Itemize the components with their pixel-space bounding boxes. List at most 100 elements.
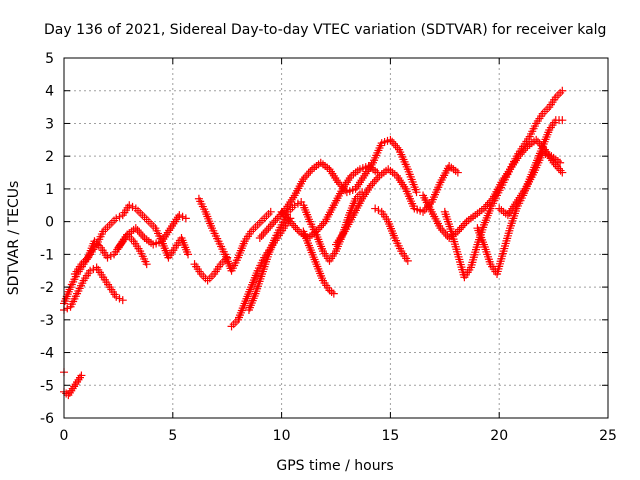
data-point — [457, 223, 466, 232]
data-point — [554, 164, 563, 173]
data-point — [558, 116, 567, 125]
data-point — [149, 222, 158, 230]
data-point — [299, 175, 308, 184]
series-track-h — [227, 214, 295, 331]
series-track-l — [299, 188, 367, 265]
series-track-c — [70, 230, 151, 278]
data-point — [543, 105, 552, 114]
data-point — [264, 210, 273, 218]
data-point — [306, 167, 315, 176]
data-point — [138, 211, 147, 220]
x-tick-label: 25 — [599, 428, 617, 444]
y-tick-label: 1 — [45, 182, 54, 198]
data-point — [412, 188, 421, 197]
y-tick-label: -6 — [40, 411, 54, 427]
data-point — [453, 168, 462, 177]
grid-lines — [64, 58, 608, 418]
data-point — [389, 139, 398, 148]
data-point — [388, 137, 397, 146]
data-point — [227, 322, 236, 331]
data-point — [291, 223, 300, 232]
series-track-b — [60, 263, 127, 314]
data-point — [282, 213, 291, 222]
x-tick-label: 0 — [60, 428, 69, 444]
data-point — [229, 320, 238, 329]
data-point — [329, 289, 338, 298]
data-point — [373, 173, 382, 182]
data-point — [370, 177, 379, 186]
data-point — [368, 179, 377, 188]
data-point — [281, 211, 290, 220]
y-tick-label: -2 — [40, 280, 54, 296]
data-point — [142, 260, 151, 269]
data-point — [199, 272, 208, 281]
y-tick-label: 3 — [45, 116, 54, 132]
data-point — [264, 224, 273, 233]
data-point — [205, 274, 214, 283]
data-point — [391, 141, 400, 150]
data-point — [262, 212, 271, 221]
y-tick-label: 5 — [45, 51, 54, 67]
x-tick-label: 20 — [490, 428, 508, 444]
data-point — [540, 107, 549, 116]
series-track-q — [440, 86, 567, 282]
data-point — [273, 214, 282, 223]
plot-border — [63, 57, 609, 419]
data-point — [127, 235, 136, 244]
data-point — [269, 218, 278, 227]
data-point — [301, 173, 310, 182]
y-tick-label: -5 — [40, 378, 54, 394]
data-point — [107, 218, 116, 227]
data-point — [293, 225, 302, 234]
data-point — [136, 208, 145, 217]
data-point — [558, 86, 567, 95]
data-points — [60, 86, 567, 400]
chart-title: Day 136 of 2021, Sidereal Day-to-day VTE… — [44, 22, 606, 38]
data-point — [393, 143, 402, 152]
data-point — [436, 224, 445, 233]
data-point — [260, 214, 269, 223]
data-point — [133, 226, 142, 235]
data-point — [268, 220, 277, 229]
data-point — [556, 166, 565, 175]
data-point — [372, 175, 381, 184]
data-point — [327, 288, 336, 296]
data-point — [302, 171, 311, 180]
data-point — [556, 88, 565, 97]
data-point — [315, 223, 324, 232]
data-point — [262, 226, 271, 235]
data-point — [455, 225, 464, 234]
data-point — [138, 232, 147, 241]
series-track-d — [60, 371, 86, 400]
data-point — [553, 91, 562, 100]
data-point — [319, 219, 328, 228]
data-point — [101, 225, 110, 234]
y-axis-label: SDTVAR / TECUs — [6, 181, 22, 296]
axis-ticks: 0 5 10 15 20 25 -6 -5 -4 -3 -2 -1 0 1 2 3 4 5 — [40, 51, 617, 444]
data-point — [277, 207, 286, 216]
y-tick-label: -4 — [40, 346, 54, 362]
data-point — [207, 272, 216, 281]
data-point — [258, 216, 267, 225]
data-point — [289, 221, 298, 230]
data-point — [419, 207, 428, 216]
series-track-g — [190, 253, 232, 285]
x-tick-label: 15 — [381, 428, 399, 444]
series-track-s — [495, 148, 565, 220]
series-track-i — [244, 198, 306, 314]
data-point — [386, 135, 395, 144]
data-point — [135, 228, 144, 237]
x-axis-label: GPS time / hours — [276, 458, 393, 474]
data-point — [184, 250, 193, 259]
data-point — [131, 224, 140, 233]
series-track-n — [332, 162, 462, 249]
series-track-f — [194, 194, 275, 275]
data-point — [118, 296, 127, 305]
data-point — [255, 234, 264, 242]
data-point — [94, 241, 103, 250]
data-point — [137, 230, 146, 239]
data-point — [439, 228, 448, 237]
data-point — [459, 221, 468, 230]
y-tick-label: 2 — [45, 149, 54, 165]
y-tick-label: -1 — [40, 247, 54, 263]
